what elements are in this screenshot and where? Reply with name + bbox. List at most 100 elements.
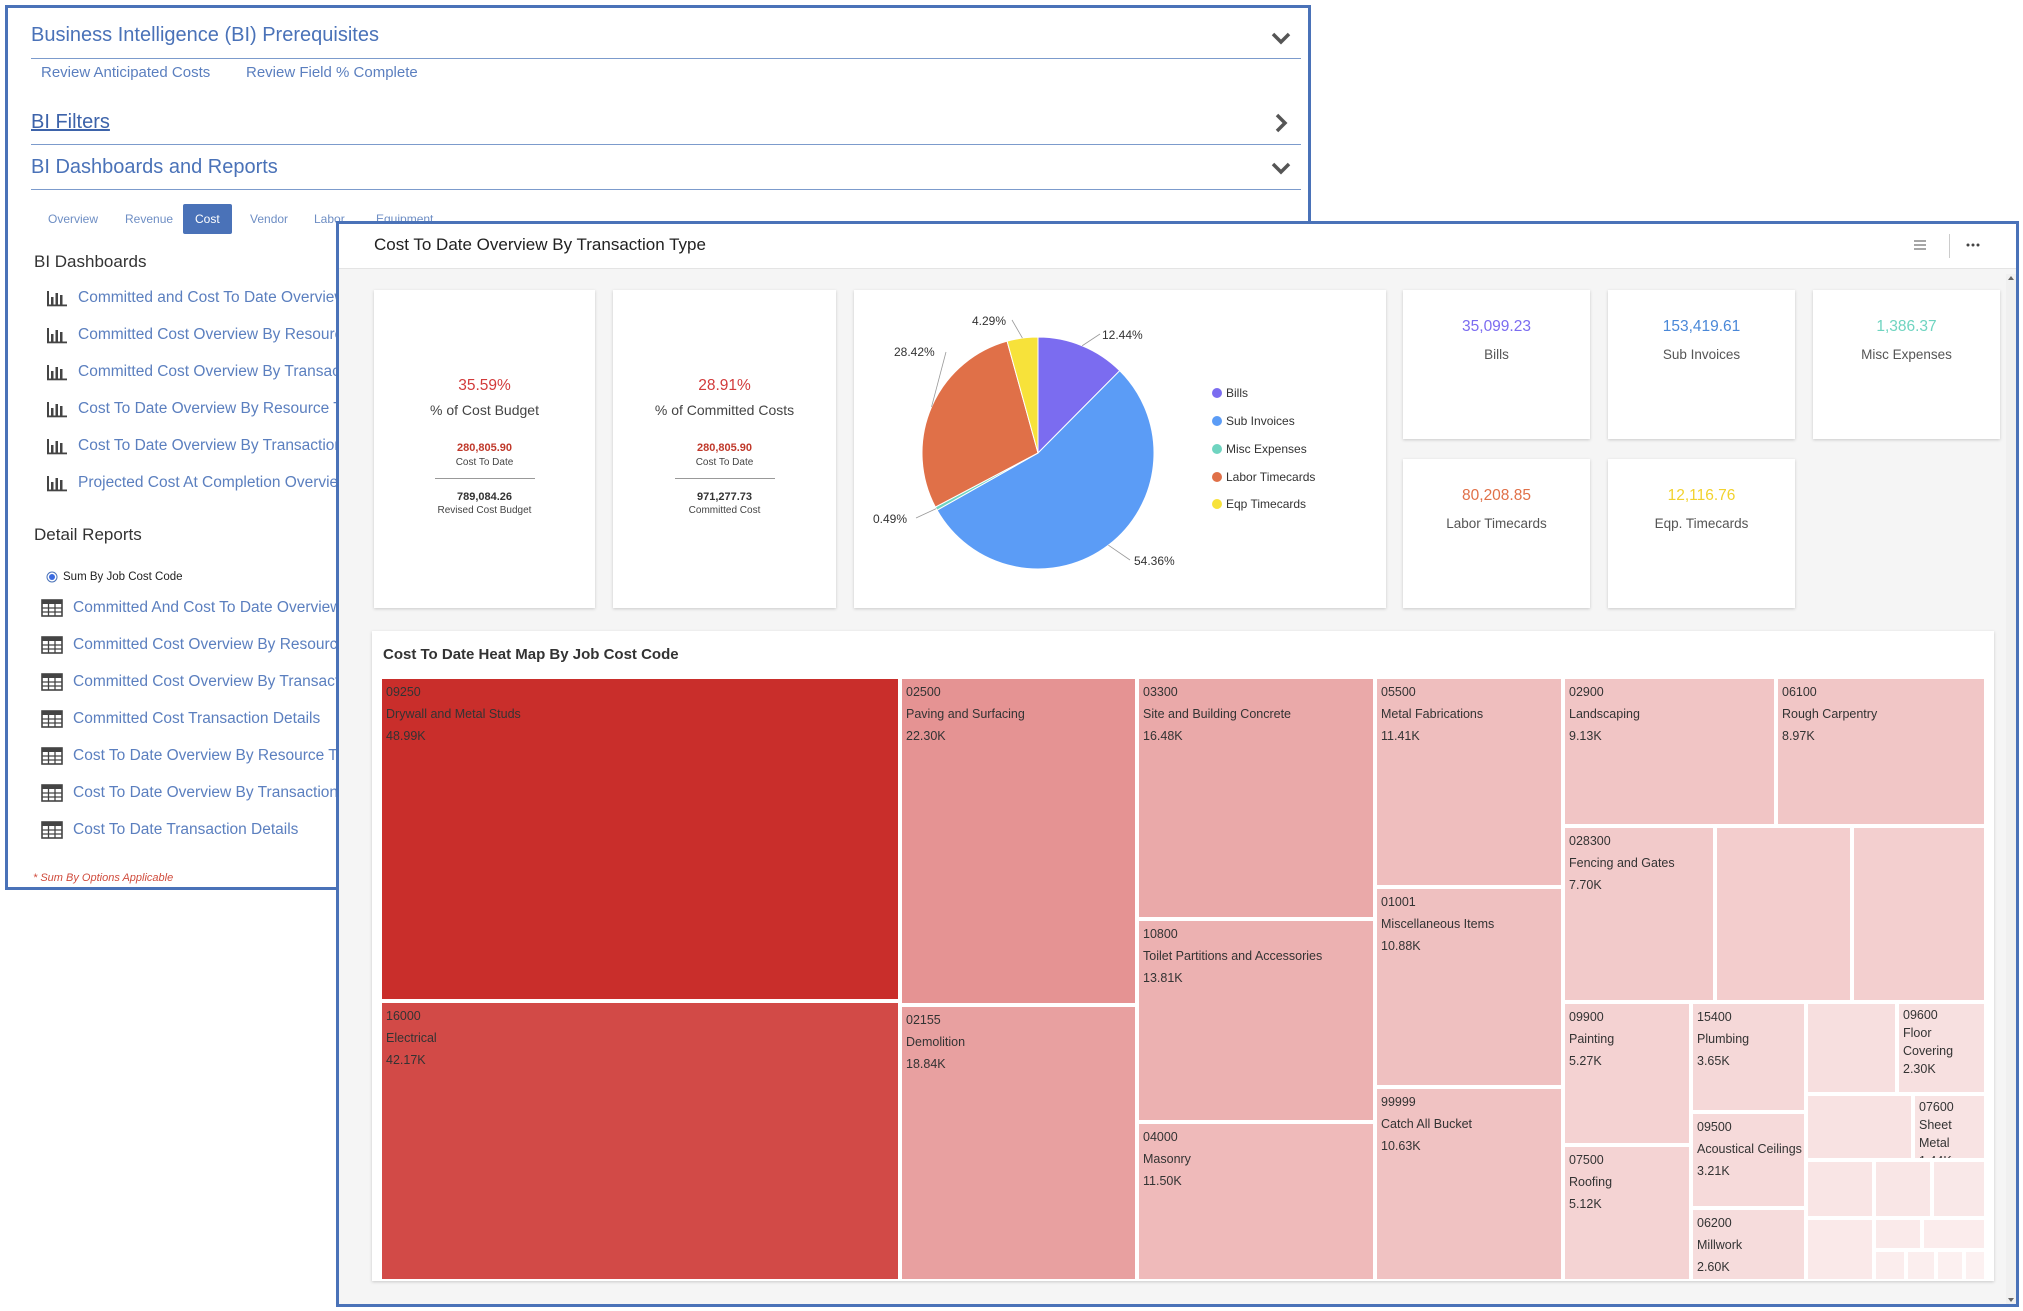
- cell-value: 18.84K: [906, 1057, 946, 1071]
- dashboard-label: Cost To Date Overview By Transaction Typ…: [78, 437, 381, 454]
- heat-cell-unlabeled[interactable]: [1806, 1002, 1897, 1094]
- heat-cell-10800[interactable]: 10800 Toilet Partitions and Accessories …: [1137, 919, 1375, 1122]
- review-field-complete-link[interactable]: Review Field % Complete: [246, 64, 418, 81]
- dashboard-link[interactable]: Projected Cost At Completion Overview: [46, 472, 349, 494]
- heat-cell-06100[interactable]: 06100 Rough Carpentry 8.97K: [1776, 677, 1986, 826]
- tab-revenue[interactable]: Revenue: [125, 212, 174, 226]
- cell-value: 2.60K: [1697, 1260, 1730, 1274]
- report-link[interactable]: Committed Cost Overview By Transaction T…: [41, 671, 397, 693]
- legend-item-bills[interactable]: Bills: [1212, 386, 1248, 400]
- cell-value: 48.99K: [386, 729, 426, 743]
- radio-selected-icon[interactable]: [46, 571, 58, 583]
- cell-code: 04000: [1143, 1130, 1178, 1144]
- heat-cell-16000[interactable]: 16000 Electrical 42.17K: [380, 1001, 900, 1281]
- chevron-down-icon[interactable]: [1268, 155, 1294, 181]
- heat-cell-unlabeled[interactable]: [1936, 1250, 1964, 1281]
- filter-lines-icon[interactable]: [1913, 239, 1927, 251]
- legend-label: Labor Timecards: [1226, 470, 1316, 484]
- heat-cell-unlabeled[interactable]: [1806, 1094, 1913, 1160]
- review-anticipated-costs-link[interactable]: Review Anticipated Costs: [41, 64, 211, 81]
- heat-cell-unlabeled[interactable]: [1874, 1160, 1932, 1218]
- report-link[interactable]: Committed Cost Overview By Resource Type: [41, 634, 384, 656]
- tab-cost[interactable]: Cost: [183, 204, 232, 234]
- heat-cell-unlabeled[interactable]: [1806, 1160, 1874, 1218]
- tab-overview[interactable]: Overview: [48, 212, 99, 226]
- section-divider: [31, 144, 1301, 145]
- heat-cell-07600[interactable]: 07600 Sheet Metal 1.44K: [1913, 1094, 1986, 1160]
- cell-code: 06100: [1782, 685, 1817, 699]
- legend-item-eqp-timecards[interactable]: Eqp Timecards: [1212, 497, 1306, 511]
- dashboard-label: Projected Cost At Completion Overview: [78, 474, 350, 491]
- heat-cell-09900[interactable]: 09900 Painting 5.27K: [1563, 1002, 1691, 1145]
- heat-cell-01001[interactable]: 01001 Miscellaneous Items 10.88K: [1375, 887, 1563, 1087]
- report-link[interactable]: Cost To Date Transaction Details: [41, 819, 298, 841]
- prereq-section-title[interactable]: Business Intelligence (BI) Prerequisites: [31, 24, 379, 46]
- heat-cell-unlabeled[interactable]: [1964, 1250, 1986, 1281]
- heat-cell-02500[interactable]: 02500 Paving and Surfacing 22.30K: [900, 677, 1137, 1005]
- heat-cell-07500[interactable]: 07500 Roofing 5.12K: [1563, 1145, 1691, 1281]
- dashboard-link[interactable]: Committed Cost Overview By Resource Type: [46, 324, 389, 346]
- pie-slice-eqp-timecards[interactable]: [1006, 336, 1039, 454]
- scroll-up-arrow-icon[interactable]: [2007, 274, 2015, 282]
- transaction-type-pie-card: 12.44% 54.36% 0.49% 28.42% 4.29% Bills S…: [854, 290, 1386, 608]
- chevron-down-icon[interactable]: [1268, 25, 1294, 51]
- cell-value: 2.30K: [1903, 1062, 1936, 1076]
- cell-name: Acoustical Ceilings: [1697, 1142, 1802, 1156]
- cell-value: 42.17K: [386, 1053, 426, 1067]
- bi-dashboards-reports-title[interactable]: BI Dashboards and Reports: [31, 156, 278, 178]
- dashboard-label: Committed Cost Overview By Transaction T…: [78, 363, 403, 380]
- heat-cell-05500[interactable]: 05500 Metal Fabrications 11.41K: [1375, 677, 1563, 887]
- heat-cell-09250[interactable]: 09250 Drywall and Metal Studs 48.99K: [380, 677, 900, 1001]
- legend-item-labor-timecards[interactable]: Labor Timecards: [1212, 470, 1315, 484]
- heat-cell-15400[interactable]: 15400 Plumbing 3.65K: [1691, 1002, 1806, 1112]
- heat-cell-09600[interactable]: 09600 Floor Covering 2.30K: [1897, 1002, 1986, 1094]
- legend-label: Bills: [1226, 386, 1249, 400]
- scroll-down-arrow-icon[interactable]: [2007, 1296, 2015, 1304]
- heat-cell-unlabeled[interactable]: [1874, 1218, 1922, 1250]
- legend-item-sub-invoices[interactable]: Sub Invoices: [1212, 414, 1295, 428]
- heat-cell-02900[interactable]: 02900 Landscaping 9.13K: [1563, 677, 1776, 826]
- chevron-right-icon[interactable]: [1268, 110, 1294, 136]
- report-link[interactable]: Committed And Cost To Date Overview: [41, 597, 342, 619]
- more-options-icon[interactable]: [1966, 243, 1980, 247]
- heat-cell-unlabeled[interactable]: [1874, 1250, 1906, 1281]
- heat-cell-unlabeled[interactable]: [1852, 826, 1986, 1002]
- heat-cell-unlabeled[interactable]: [1906, 1250, 1936, 1281]
- report-link[interactable]: Cost To Date Overview By Transaction Typ…: [41, 782, 376, 804]
- cell-name: Rough Carpentry: [1782, 707, 1878, 721]
- legend-label: Misc Expenses: [1226, 442, 1307, 456]
- heat-cell-unlabeled[interactable]: [1715, 826, 1852, 1002]
- sum-by-option[interactable]: Sum By Job Cost Code: [46, 566, 183, 588]
- vertical-scrollbar[interactable]: [2006, 274, 2016, 1304]
- report-link[interactable]: Cost To Date Overview By Resource Type: [41, 745, 362, 767]
- heat-cell-unlabeled[interactable]: [1922, 1218, 1986, 1250]
- revised-budget-value: 789,084.26: [456, 491, 513, 503]
- heat-cell-028300[interactable]: 028300 Fencing and Gates 7.70K: [1563, 826, 1715, 1002]
- heat-cell-unlabeled[interactable]: [1932, 1160, 1986, 1218]
- heat-cell-09500[interactable]: 09500 Acoustical Ceilings 3.21K: [1691, 1112, 1806, 1208]
- dashboard-link[interactable]: Cost To Date Overview By Resource Type: [46, 398, 367, 420]
- dashboard-link[interactable]: Cost To Date Overview By Transaction Typ…: [46, 435, 381, 457]
- bi-filters-title[interactable]: BI Filters: [31, 111, 110, 133]
- dashboard-header: Cost To Date Overview By Transaction Typ…: [339, 224, 2016, 269]
- legend-item-misc-expenses[interactable]: Misc Expenses: [1212, 442, 1307, 456]
- cell-code: 02155: [906, 1013, 941, 1027]
- cost-budget-percent: 35.59%: [458, 377, 511, 394]
- pie-slice-sub-invoices[interactable]: [936, 369, 1155, 570]
- report-link[interactable]: Committed Cost Transaction Details: [41, 708, 320, 730]
- heat-cell-unlabeled[interactable]: [1806, 1218, 1874, 1281]
- bar-chart-icon: [47, 439, 67, 455]
- cost-to-date-value: 280,805.90: [456, 442, 513, 454]
- heat-cell-99999[interactable]: 99999 Catch All Bucket 10.63K: [1375, 1087, 1563, 1281]
- dashboard-link[interactable]: Committed and Cost To Date Overview: [46, 287, 346, 309]
- heat-cell-06200[interactable]: 06200 Millwork 2.60K: [1691, 1208, 1806, 1281]
- heat-map-card: Cost To Date Heat Map By Job Cost Code 0…: [372, 631, 1994, 1281]
- heat-cell-03300[interactable]: 03300 Site and Building Concrete 16.48K: [1137, 677, 1375, 919]
- cell-name: Electrical: [386, 1031, 437, 1045]
- heat-cell-04000[interactable]: 04000 Masonry 11.50K: [1137, 1122, 1375, 1281]
- pie-leader-line: [915, 508, 937, 519]
- pie-slice-bills[interactable]: [1037, 336, 1121, 455]
- heat-cell-02155[interactable]: 02155 Demolition 18.84K: [900, 1005, 1137, 1281]
- dashboard-link[interactable]: Committed Cost Overview By Transaction T…: [46, 361, 402, 383]
- tab-vendor[interactable]: Vendor: [250, 212, 289, 226]
